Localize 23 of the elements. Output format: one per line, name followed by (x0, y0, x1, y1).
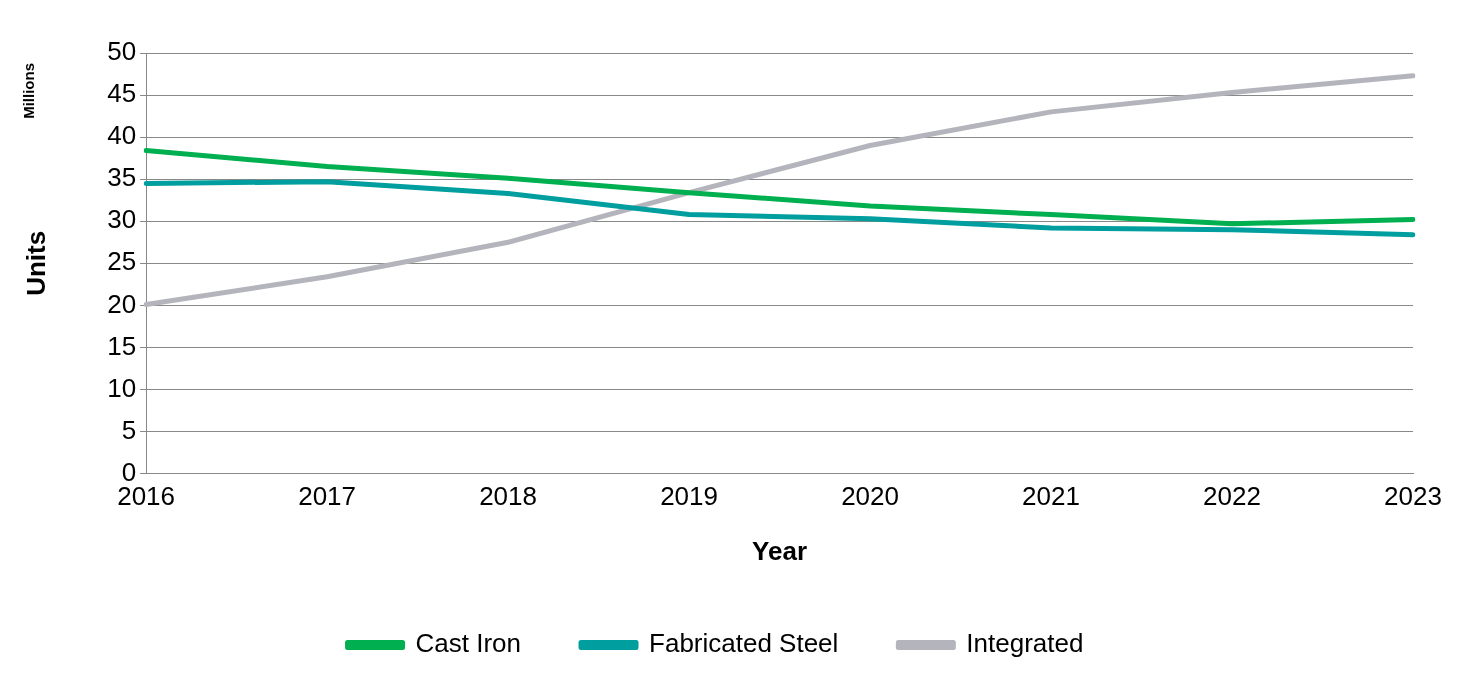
x-axis-title: Year (752, 535, 808, 566)
y-tick-label: 10 (107, 372, 137, 403)
y-tick-label: 30 (107, 204, 137, 235)
x-tick-label: 2022 (1203, 481, 1261, 512)
x-tick-label: 2020 (841, 481, 899, 512)
y-tick-label: 20 (107, 288, 137, 319)
legend-label: Cast Iron (415, 628, 522, 659)
legend-label: Fabricated Steel (649, 628, 839, 659)
y-tick-label: 40 (107, 120, 137, 151)
x-tick-label: 2018 (479, 481, 538, 512)
y-tick-label: 50 (107, 36, 137, 67)
x-tick-label: 2021 (1022, 481, 1080, 512)
y-axis-title: Units (20, 230, 51, 296)
legend-label: Integrated (966, 628, 1084, 659)
y-tick-label: 45 (107, 78, 137, 109)
text: Millions (20, 63, 38, 119)
y-tick-label: 5 (121, 414, 137, 445)
x-tick-label: 2017 (298, 481, 357, 512)
y-tick-label: 35 (107, 162, 137, 193)
x-tick-label: 2023 (1384, 481, 1442, 512)
y-tick-label: 25 (107, 246, 137, 277)
y-tick-label: 15 (107, 330, 137, 361)
x-tick-label: 2019 (660, 481, 718, 512)
